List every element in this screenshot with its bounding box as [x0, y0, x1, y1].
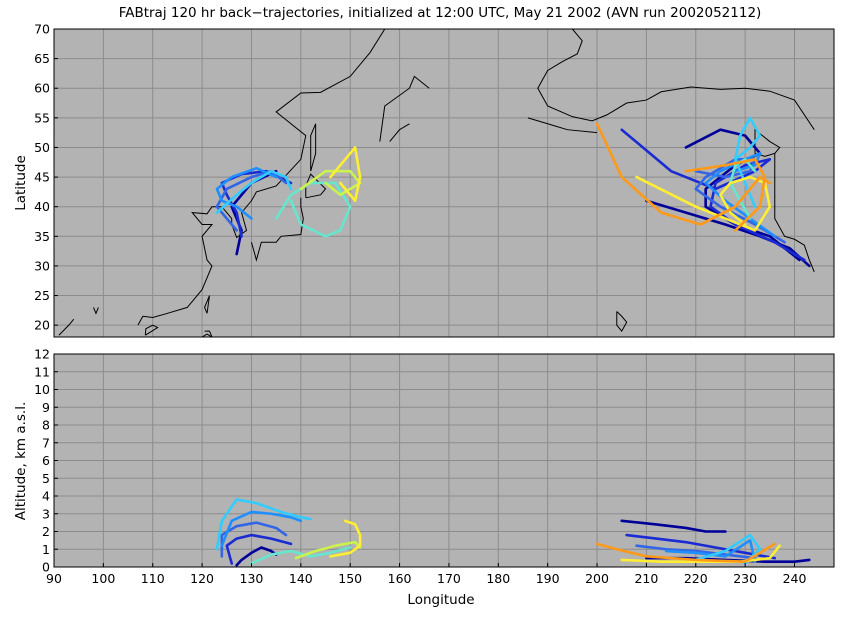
- coastline: [379, 75, 430, 142]
- trajectory-line: [329, 146, 362, 203]
- y-tick-label: 8: [42, 418, 50, 433]
- x-tick-label: 100: [91, 571, 115, 586]
- trajectory-line: [595, 122, 772, 226]
- coastline: [93, 307, 99, 315]
- map-trajectories: [215, 116, 811, 268]
- y-tick-label: 9: [42, 400, 50, 415]
- altitude-x-tick-labels: 90 100 110 120 130 140 150 160 170 180 190 200 210 22…: [46, 563, 806, 586]
- trajectory-line: [250, 546, 352, 565]
- y-tick-label: 35: [34, 229, 50, 244]
- trajectory-line: [664, 539, 757, 563]
- trajectory-line: [220, 510, 303, 548]
- trajectory-line: [225, 533, 293, 565]
- coastline: [537, 29, 815, 130]
- trajectory-line: [645, 199, 811, 268]
- coastline: [144, 324, 159, 336]
- trajectory-line: [220, 521, 288, 558]
- trajectory-line: [635, 544, 757, 560]
- x-tick-label: 120: [190, 571, 214, 586]
- map-y-axis-label: Latitude: [13, 155, 29, 211]
- coastline: [305, 173, 327, 199]
- trajectory-line: [620, 519, 727, 533]
- coastline: [310, 123, 317, 172]
- x-tick-label: 140: [289, 571, 313, 586]
- coastline: [389, 123, 410, 142]
- y-tick-label: 4: [42, 489, 50, 504]
- altitude-y-axis-label: Altitude, km a.s.l.: [13, 402, 29, 521]
- y-tick-label: 2: [42, 524, 50, 539]
- figure-title: FABtraj 120 hr back−trajectories, initia…: [119, 5, 762, 21]
- coastline: [204, 295, 211, 314]
- y-tick-label: 10: [34, 382, 50, 397]
- trajectory-line: [220, 169, 293, 238]
- coastline: [201, 330, 213, 337]
- y-tick-label: 40: [34, 199, 50, 214]
- y-tick-label: 55: [34, 110, 50, 125]
- trajectory-line: [684, 158, 767, 232]
- x-tick-label: 150: [338, 571, 362, 586]
- trajectory-line: [694, 533, 762, 565]
- altitude-x-axis-label: Longitude: [407, 592, 474, 608]
- y-tick-label: 3: [42, 506, 50, 521]
- coastline: [616, 311, 628, 332]
- x-tick-label: 220: [684, 571, 708, 586]
- trajectory-line: [694, 158, 786, 244]
- x-tick-label: 240: [783, 571, 807, 586]
- trajectory-line: [294, 540, 362, 560]
- x-tick-label: 160: [388, 571, 412, 586]
- coastline: [250, 197, 304, 262]
- altitude-trajectories: [215, 498, 811, 567]
- map-frame: [53, 28, 835, 338]
- trajectory-line: [215, 166, 278, 220]
- y-tick-label: 11: [34, 364, 50, 379]
- trajectory-line: [215, 169, 293, 214]
- y-tick-label: 65: [34, 51, 50, 66]
- y-tick-label: 50: [34, 140, 50, 155]
- coastline: [774, 153, 815, 273]
- x-tick-label: 110: [141, 571, 165, 586]
- x-tick-label: 200: [585, 571, 609, 586]
- x-tick-label: 90: [46, 571, 62, 586]
- x-tick-label: 130: [240, 571, 264, 586]
- y-tick-label: 25: [34, 288, 50, 303]
- y-tick-label: 0: [42, 560, 50, 575]
- y-tick-label: 12: [34, 347, 50, 362]
- y-tick-label: 20: [34, 318, 50, 333]
- trajectory-line: [299, 169, 362, 197]
- trajectory-line: [235, 546, 278, 567]
- coastline: [527, 117, 598, 134]
- trajectory-line: [274, 181, 352, 238]
- x-tick-label: 170: [437, 571, 461, 586]
- y-tick-label: 6: [42, 453, 50, 468]
- x-tick-label: 190: [536, 571, 560, 586]
- map-gridlines: [54, 29, 834, 337]
- map-coastlines: [58, 29, 815, 337]
- y-tick-label: 5: [42, 471, 50, 486]
- coastline: [137, 29, 386, 326]
- y-tick-label: 1: [42, 542, 50, 557]
- y-tick-label: 70: [34, 22, 50, 37]
- map-y-tick-labels: 20 25 30 35 40 45 50 55 60 65 70: [34, 22, 58, 333]
- trajectory-line: [625, 533, 777, 560]
- coastline: [754, 128, 781, 157]
- trajectory-line: [595, 542, 777, 563]
- map-panel: 20 25 30 35 40 45 50 55 60 65 70 Latitude: [13, 22, 835, 338]
- y-tick-label: 7: [42, 435, 50, 450]
- trajectory-line: [215, 498, 313, 551]
- y-tick-label: 45: [34, 170, 50, 185]
- trajectory-line: [329, 519, 362, 558]
- y-tick-label: 30: [34, 258, 50, 273]
- trajectory-line: [733, 116, 762, 208]
- y-tick-label: 60: [34, 81, 50, 96]
- x-tick-label: 180: [486, 571, 510, 586]
- coastline: [58, 318, 75, 336]
- x-tick-label: 230: [733, 571, 757, 586]
- x-tick-label: 210: [634, 571, 658, 586]
